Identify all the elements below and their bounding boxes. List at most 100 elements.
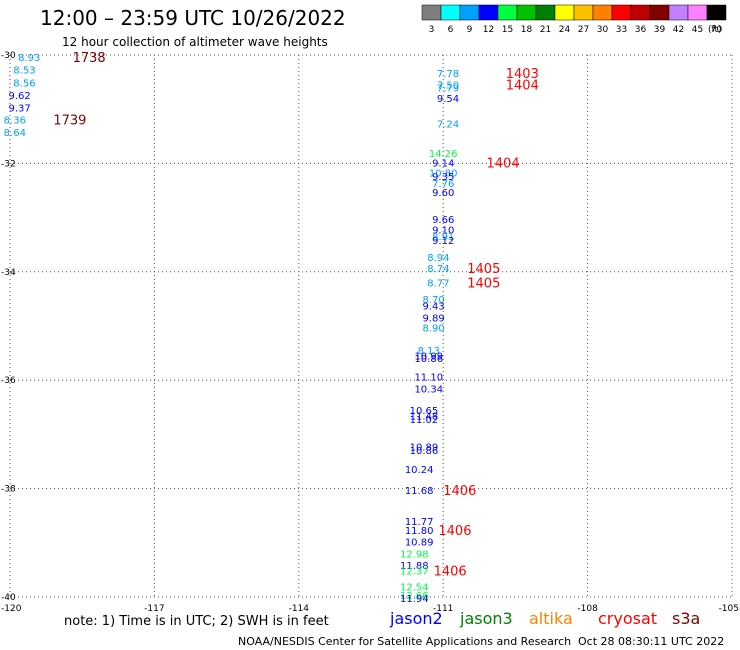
satellite-cryosat: cryosat: [598, 609, 657, 628]
timestamp-text: Oct 28 08:30:11 UTC 2022: [578, 635, 724, 648]
wave-height-point: 8.77: [427, 279, 449, 290]
legend-swatch-24: [554, 4, 575, 21]
legend-label-24: 24: [559, 25, 571, 35]
pass-time-label: 1404: [487, 156, 520, 171]
page-title: 12:00 – 23:59 UTC 10/26/2022: [40, 6, 346, 30]
map-grid: [9, 54, 733, 598]
lat-tick-label: -38: [1, 485, 16, 495]
wave-height-point: 8.64: [4, 128, 26, 139]
legend-swatch-15: [497, 4, 518, 21]
legend-swatch-21: [535, 4, 556, 21]
wave-height-point: 10.89: [405, 538, 434, 549]
legend-swatch-70: [706, 4, 727, 21]
wave-height-point: 11.02: [410, 415, 439, 426]
wave-height-point: 10.86: [410, 446, 439, 457]
legend-swatch-33: [611, 4, 632, 21]
wave-height-point: 7.78: [437, 69, 459, 80]
wave-height-point: 8.13: [418, 346, 440, 357]
satellite-legend: jason2 jason3 altika cryosat s3a: [389, 609, 700, 628]
wave-height-color-scale: 3 6 9 12 15 18 21 24 27 30 33 36 39 42 45 70: [421, 4, 727, 35]
wave-height-point: 9.37: [8, 104, 30, 115]
legend-swatch-27: [573, 4, 594, 21]
legend-swatch-36: [630, 4, 651, 21]
legend-swatch-39: [649, 4, 670, 21]
wave-height-point: 10.65: [410, 406, 439, 417]
legend-label-9: 9: [467, 25, 473, 35]
wave-height-point: 9.89: [422, 313, 444, 324]
pass-time-label: 1406: [438, 524, 471, 539]
wave-height-point: 11.10: [414, 372, 443, 383]
wave-height-point: 12.66: [400, 591, 429, 602]
wave-height-point: 12.54: [400, 583, 429, 594]
wave-height-point: 12.37: [400, 566, 429, 577]
axis-ticks: -30 -32 -34 -36 -38 -40-120 -117 -114 -111 -108 -1…: [1, 51, 739, 614]
wave-height-point: 7.76: [432, 179, 454, 190]
wave-height-point: 9.12: [432, 236, 454, 247]
pass-time-label: 1405: [467, 277, 500, 292]
pass-time-label: 1738: [73, 51, 106, 66]
satellite-jason3: jason3: [459, 609, 513, 628]
legend-swatch-6: [440, 4, 461, 21]
legend-label-30: 30: [597, 25, 609, 35]
wave-height-readings: 8.93 8.53 8.569.62 9.378.36 8.64 7.787.507.79…: [4, 53, 459, 605]
credit-text: NOAA/NESDIS Center for Satellite Applica…: [238, 635, 571, 648]
legend-label-27: 27: [578, 25, 589, 35]
wave-height-point: 11.77: [405, 517, 434, 528]
pass-time-label: 1404: [506, 78, 539, 93]
legend-label-45: 45: [692, 25, 703, 35]
wave-height-point: 12.98: [400, 550, 429, 561]
legend-swatch-45: [687, 4, 708, 21]
wave-height-point: 8.36: [4, 115, 26, 126]
legend-swatch-9: [459, 4, 480, 21]
page-subtitle: 12 hour collection of altimeter wave hei…: [62, 35, 328, 49]
wave-height-point: 8.93: [18, 53, 40, 64]
legend-label-36: 36: [635, 25, 647, 35]
legend-label-39: 39: [654, 25, 666, 35]
footer-note: note: 1) Time is in UTC; 2) SWH is in fe…: [64, 614, 329, 629]
wave-height-point: 9.60: [432, 188, 454, 199]
wave-height-point: 9.66: [432, 215, 454, 226]
lat-tick-label: -34: [1, 268, 16, 278]
satellite-altika: altika: [529, 609, 573, 628]
legend-label-3: 3: [429, 25, 435, 35]
wave-height-point: 10.34: [414, 384, 443, 395]
wave-height-point: 10.89: [410, 442, 439, 453]
pass-time-label: 1406: [443, 484, 476, 499]
legend-label-33: 33: [616, 25, 627, 35]
wave-height-point: 7.24: [437, 119, 459, 130]
legend-swatch-18: [516, 4, 537, 21]
wave-height-point: 8.70: [422, 295, 444, 306]
legend-swatch-30: [592, 4, 613, 21]
lat-tick-label: -32: [1, 159, 16, 169]
wave-height-point: 10.24: [405, 465, 434, 476]
wave-height-point: 9.54: [437, 94, 459, 105]
lat-tick-label: -36: [1, 376, 16, 386]
lat-tick-label: -30: [1, 51, 16, 61]
wave-height-point: 11.88: [400, 561, 429, 572]
lon-tick-label: -108: [577, 604, 598, 614]
wave-height-point: 8.90: [422, 324, 444, 335]
wave-height-point: 8.53: [13, 66, 35, 77]
legend-label-6: 6: [448, 25, 454, 35]
lon-tick-label: -105: [719, 604, 739, 614]
pass-time-label: 1405: [467, 262, 500, 277]
legend-label-70: 70: [711, 25, 723, 35]
legend-swatch-12: [478, 4, 499, 21]
lon-tick-label: -117: [144, 604, 164, 614]
legend-unit-label: (ft): [708, 25, 722, 35]
wave-height-point: 9.43: [422, 301, 444, 312]
wave-height-point: 11.68: [405, 486, 434, 497]
pass-time-label: 1739: [53, 113, 86, 128]
legend-label-12: 12: [483, 25, 494, 35]
lon-tick-label: -120: [1, 604, 22, 614]
wave-height-point: 7.79: [437, 84, 459, 95]
legend-label-42: 42: [673, 25, 684, 35]
pass-time-label: 1406: [434, 564, 467, 579]
wave-height-point: 9.14: [432, 158, 454, 169]
wave-height-point: 9.10: [432, 226, 454, 237]
wave-height-point: 11.48: [410, 411, 439, 422]
wave-height-point: 8.56: [13, 79, 35, 90]
satellite-s3a: s3a: [672, 609, 700, 628]
